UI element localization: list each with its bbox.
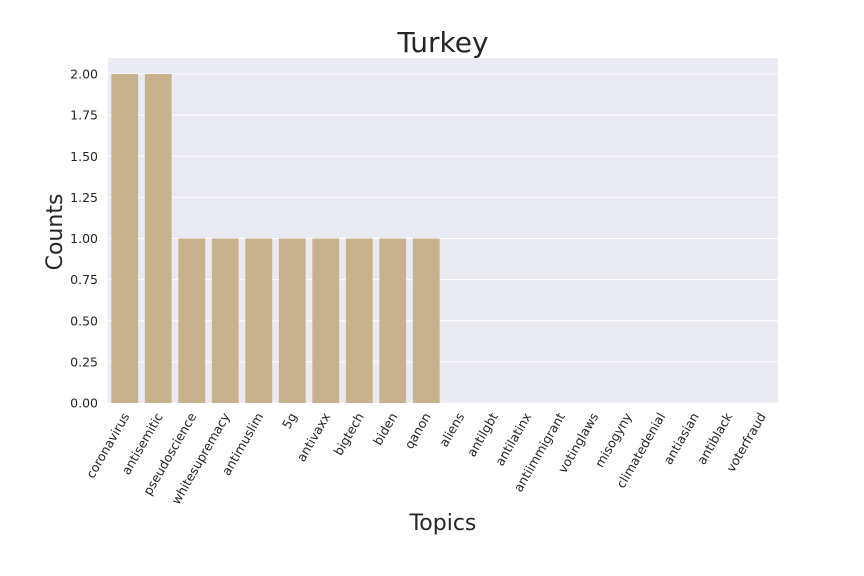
x-tick-label: 5g bbox=[279, 410, 300, 431]
bar-antivaxx bbox=[312, 238, 340, 403]
y-tick-label: 0.25 bbox=[70, 354, 98, 369]
y-tick-label: 1.50 bbox=[70, 149, 98, 164]
bar-pseudoscience bbox=[178, 238, 206, 403]
x-axis-label: Topics bbox=[409, 511, 477, 536]
y-tick-label: 0.75 bbox=[70, 272, 98, 287]
x-tick-label: qanon bbox=[401, 410, 434, 451]
bar-coronavirus bbox=[111, 74, 139, 403]
chart-title: Turkey bbox=[396, 26, 488, 59]
y-tick-label: 1.25 bbox=[70, 190, 98, 205]
bar-antisemitic bbox=[144, 74, 172, 403]
bar-whitesupremacy bbox=[211, 238, 239, 403]
bar-biden bbox=[379, 238, 407, 403]
plot-area bbox=[108, 58, 778, 403]
y-tick-label: 1.00 bbox=[70, 231, 98, 246]
y-tick-label: 1.75 bbox=[70, 108, 98, 123]
y-tick-label: 0.50 bbox=[70, 313, 98, 328]
x-tick-label: aliens bbox=[436, 410, 467, 449]
bar-5g bbox=[278, 238, 306, 403]
y-tick-labels: 0.00 0.25 0.50 0.75 1.00 1.25 1.50 1.75 2.00 bbox=[70, 67, 98, 411]
y-axis-label: Counts bbox=[43, 194, 68, 271]
bar-qanon bbox=[412, 238, 440, 403]
y-tick-label: 2.00 bbox=[70, 67, 98, 82]
x-tick-labels: coronavirusantisemiticpseudosciencewhite… bbox=[83, 409, 769, 507]
x-tick-label: bigtech bbox=[330, 410, 366, 458]
bars bbox=[111, 74, 440, 403]
bar-bigtech bbox=[345, 238, 373, 403]
bar-antimuslim bbox=[245, 238, 273, 403]
x-tick-label: antilgbt bbox=[464, 410, 501, 459]
y-tick-label: 0.00 bbox=[70, 396, 98, 411]
x-tick-label: biden bbox=[370, 410, 400, 448]
